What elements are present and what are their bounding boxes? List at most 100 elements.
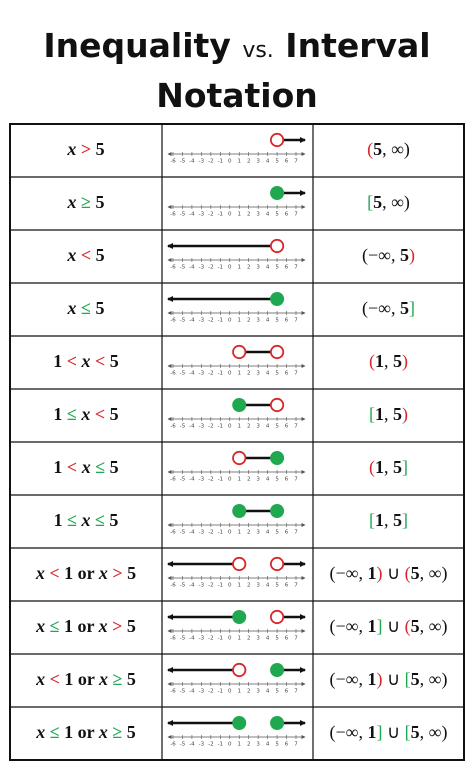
tick-label: -3 (199, 689, 205, 695)
open-point (269, 609, 285, 625)
tick-label: -4 (189, 530, 195, 536)
tick-label: 3 (256, 477, 260, 483)
tick-label: -6 (170, 212, 176, 218)
tick-label: 0 (228, 265, 232, 271)
tick-label: -1 (218, 742, 223, 748)
text-part: ( (369, 351, 375, 372)
text-part: (−∞, (362, 245, 400, 266)
inequality: x ≤ 5 (67, 298, 105, 318)
text-part: Interval (274, 26, 431, 65)
tick-label: -1 (218, 318, 223, 324)
tick-label: 4 (266, 689, 270, 695)
closed-point (270, 186, 285, 200)
tick-label: -2 (208, 371, 213, 377)
text-part: ≥ (108, 722, 127, 742)
tick-label: -2 (208, 212, 213, 218)
closed-point (270, 451, 285, 465)
tick-label: 6 (285, 371, 289, 377)
text-part: 5 (109, 510, 118, 530)
tick-label: 6 (285, 318, 289, 324)
text-part: < (45, 669, 64, 689)
text-part: ∪ (382, 722, 404, 742)
text-part: x (98, 722, 108, 742)
tick-label: 0 (228, 159, 232, 165)
text-part: x (98, 616, 108, 636)
text-part: ≤ (77, 298, 96, 318)
tick-label: 1 (237, 159, 241, 165)
tick-label: 4 (266, 424, 270, 430)
closed-point (270, 292, 285, 306)
tick-label: -5 (180, 477, 186, 483)
tick-label: 5 (275, 318, 279, 324)
title-line: Notation (156, 76, 318, 115)
text-part: 5 (393, 457, 402, 477)
text-part: 5 (373, 192, 382, 212)
tick-label: 3 (256, 424, 260, 430)
text-part: 5 (96, 245, 105, 265)
tick-label: -6 (170, 371, 176, 377)
text-part: ≤ (45, 616, 64, 636)
text-part: 1 (375, 510, 384, 530)
tick-label: 4 (266, 477, 270, 483)
tick-label: -2 (208, 530, 213, 536)
text-part: , ∞) (420, 669, 448, 690)
closed-point (270, 716, 285, 730)
tick-label: 5 (275, 371, 279, 377)
open-point (269, 238, 285, 254)
text-part: 5 (400, 298, 409, 318)
tick-label: 7 (294, 318, 298, 324)
tick-label: -6 (170, 636, 176, 642)
tick-label: -3 (199, 742, 205, 748)
text-part: 5 (127, 616, 136, 636)
tick-label: -3 (199, 159, 205, 165)
tick-label: 1 (237, 689, 241, 695)
text-part: ) (402, 351, 408, 372)
tick-label: -3 (199, 212, 205, 218)
tick-label: -1 (218, 371, 223, 377)
text-part: [ (369, 404, 375, 424)
text-part: x (67, 298, 77, 318)
tick-label: -5 (180, 265, 186, 271)
inequality: x ≤ 1 or x > 5 (35, 616, 136, 636)
tick-label: -3 (199, 477, 205, 483)
text-part: x (81, 457, 91, 477)
interval: (−∞, 1] ∪ [5, ∞) (330, 722, 448, 743)
tick-label: 2 (247, 371, 251, 377)
tick-label: 7 (294, 159, 298, 165)
interval: (5, ∞) (367, 139, 410, 160)
text-part: , ∞) (420, 722, 448, 743)
text-part: 1 (375, 404, 384, 424)
tick-label: 3 (256, 636, 260, 642)
tick-label: -4 (189, 583, 195, 589)
tick-label: -5 (180, 212, 186, 218)
tick-label: 5 (275, 583, 279, 589)
tick-label: 2 (247, 159, 251, 165)
tick-label: 3 (256, 689, 260, 695)
inequality: x < 5 (66, 245, 104, 265)
text-part: 5 (95, 298, 104, 318)
text-part: (−∞, (330, 669, 368, 690)
text-part: ( (369, 457, 375, 478)
text-part: 5 (393, 404, 402, 424)
closed-point (232, 398, 247, 412)
tick-label: 3 (256, 318, 260, 324)
text-part: < (90, 404, 109, 424)
inequality: 1 < x ≤ 5 (53, 457, 118, 477)
tick-label: 0 (228, 583, 232, 589)
tick-label: -2 (208, 636, 213, 642)
text-part: x (81, 351, 91, 371)
tick-label: 6 (285, 636, 289, 642)
tick-label: 3 (256, 583, 260, 589)
text-part: x (67, 192, 77, 212)
tick-label: -3 (199, 530, 205, 536)
tick-label: 0 (228, 742, 232, 748)
tick-label: -1 (218, 530, 223, 536)
tick-label: 6 (285, 265, 289, 271)
tick-label: -6 (170, 159, 176, 165)
text-part: x (35, 563, 45, 583)
text-part: [ (405, 669, 411, 689)
tick-label: -6 (170, 477, 176, 483)
text-part: ) (409, 245, 415, 266)
text-part: 1 or (64, 563, 99, 583)
